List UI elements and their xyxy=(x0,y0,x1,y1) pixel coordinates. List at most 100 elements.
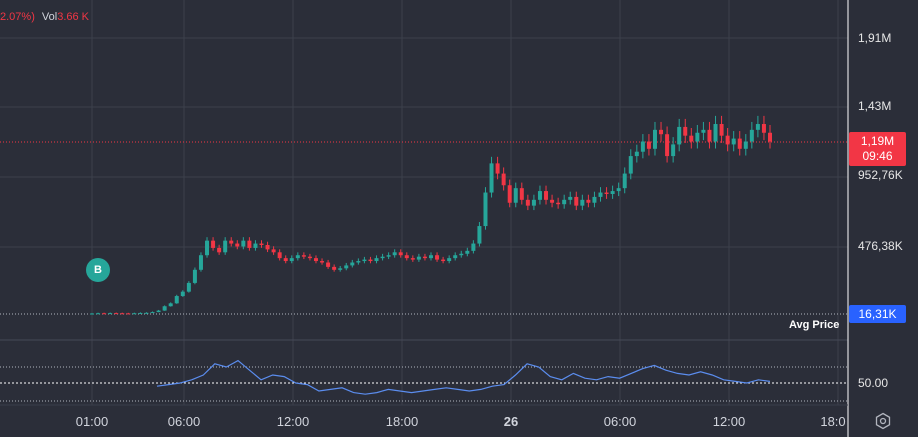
time-label-3: 12:00 xyxy=(276,414,310,429)
candle-body xyxy=(126,313,131,315)
candle-body xyxy=(459,253,464,256)
candle-body xyxy=(471,243,476,251)
candle-body xyxy=(344,265,349,269)
candle-body xyxy=(665,134,670,157)
indicator-line xyxy=(156,359,771,395)
candle-body xyxy=(150,312,155,314)
time-label-7: 18:0 xyxy=(820,414,846,429)
candle-body xyxy=(229,240,234,244)
time-label-4: 18:00 xyxy=(385,414,419,429)
candle-body xyxy=(198,255,203,270)
candle-body xyxy=(574,196,579,206)
candle-body xyxy=(277,252,282,259)
candle-body xyxy=(174,296,179,304)
candle-body xyxy=(398,252,403,256)
candle-body xyxy=(477,226,482,244)
candle-body xyxy=(531,199,536,206)
gear-icon[interactable] xyxy=(874,412,892,430)
candle-body xyxy=(701,129,706,133)
candle-body xyxy=(525,199,530,206)
candle-body xyxy=(235,243,240,247)
candle-body xyxy=(313,258,318,262)
candle-body xyxy=(586,199,591,203)
candle-body xyxy=(326,262,331,267)
candle-body xyxy=(350,262,355,266)
time-label-1: 01:00 xyxy=(75,414,109,429)
candle-body xyxy=(519,188,524,200)
indicator-value-label: 50.00 xyxy=(858,376,889,390)
candle-body xyxy=(205,240,210,256)
candle-body xyxy=(537,191,542,200)
price-label-4: 476,38K xyxy=(858,239,903,253)
candle-body xyxy=(707,129,712,142)
candle-body xyxy=(271,249,276,253)
candle-body xyxy=(755,124,760,130)
candle-body xyxy=(301,255,306,257)
candle-body xyxy=(725,135,730,145)
candle-body xyxy=(592,196,597,203)
candle-body xyxy=(622,173,627,189)
candle-body xyxy=(289,258,294,262)
candle-body xyxy=(362,259,367,262)
candle-body xyxy=(138,312,143,314)
time-label-6: 12:00 xyxy=(712,414,746,429)
candle-body xyxy=(628,156,633,174)
candle-body xyxy=(429,255,433,259)
candle-body xyxy=(671,144,676,157)
candle-body xyxy=(338,268,343,270)
price-label-3: 952,76K xyxy=(858,168,903,182)
candle-body xyxy=(144,312,149,314)
candle-body xyxy=(737,138,742,149)
candle-body xyxy=(332,266,337,270)
candle-body xyxy=(604,192,609,194)
price-label-1: 1,91M xyxy=(858,31,892,45)
avg-price-badge: 16,31K xyxy=(849,305,906,323)
candle-body xyxy=(90,313,94,315)
time-label-5: 06:00 xyxy=(603,414,637,429)
candle-body xyxy=(447,258,452,262)
candle-body xyxy=(719,124,724,136)
buy-marker[interactable]: B xyxy=(86,258,110,282)
candle-body xyxy=(483,192,488,227)
volume-label: Vol xyxy=(41,11,58,23)
candle-body xyxy=(192,269,197,283)
candle-body xyxy=(368,259,373,262)
grid-lines xyxy=(0,0,848,405)
candle-body xyxy=(640,141,645,152)
candle-body xyxy=(743,141,748,149)
candle-body xyxy=(422,256,427,259)
candle-body xyxy=(731,138,736,145)
candle-body xyxy=(259,243,264,246)
candle-body xyxy=(223,240,228,253)
candle-body xyxy=(392,252,397,256)
candle-body xyxy=(217,247,222,253)
candle-body xyxy=(441,259,446,262)
candle-body xyxy=(156,310,161,313)
candle-body xyxy=(677,126,682,145)
candle-body xyxy=(634,151,639,157)
candle-body xyxy=(356,261,361,263)
candle-body xyxy=(683,126,688,136)
candle-body xyxy=(562,199,567,205)
candle-body xyxy=(568,196,573,200)
candle-body xyxy=(404,255,409,259)
candle-body xyxy=(132,313,137,315)
time-label-day: 26 xyxy=(503,414,519,429)
candle-body xyxy=(265,245,270,250)
candle-body xyxy=(501,173,506,186)
last-price-badge: 1,19M 09:46 xyxy=(849,132,906,166)
candle-body xyxy=(162,306,167,311)
candle-body xyxy=(489,163,494,193)
candle-body xyxy=(495,163,500,174)
candle-body xyxy=(610,191,615,194)
candle-body xyxy=(168,303,173,307)
volume-change: 2.07%) xyxy=(0,11,35,23)
candle-body xyxy=(713,124,718,142)
candle-body xyxy=(768,132,772,142)
candle-body xyxy=(695,132,700,142)
candle-body xyxy=(241,240,246,247)
candle-body xyxy=(374,258,379,262)
candle-body xyxy=(465,250,470,254)
candle-body xyxy=(380,256,385,259)
